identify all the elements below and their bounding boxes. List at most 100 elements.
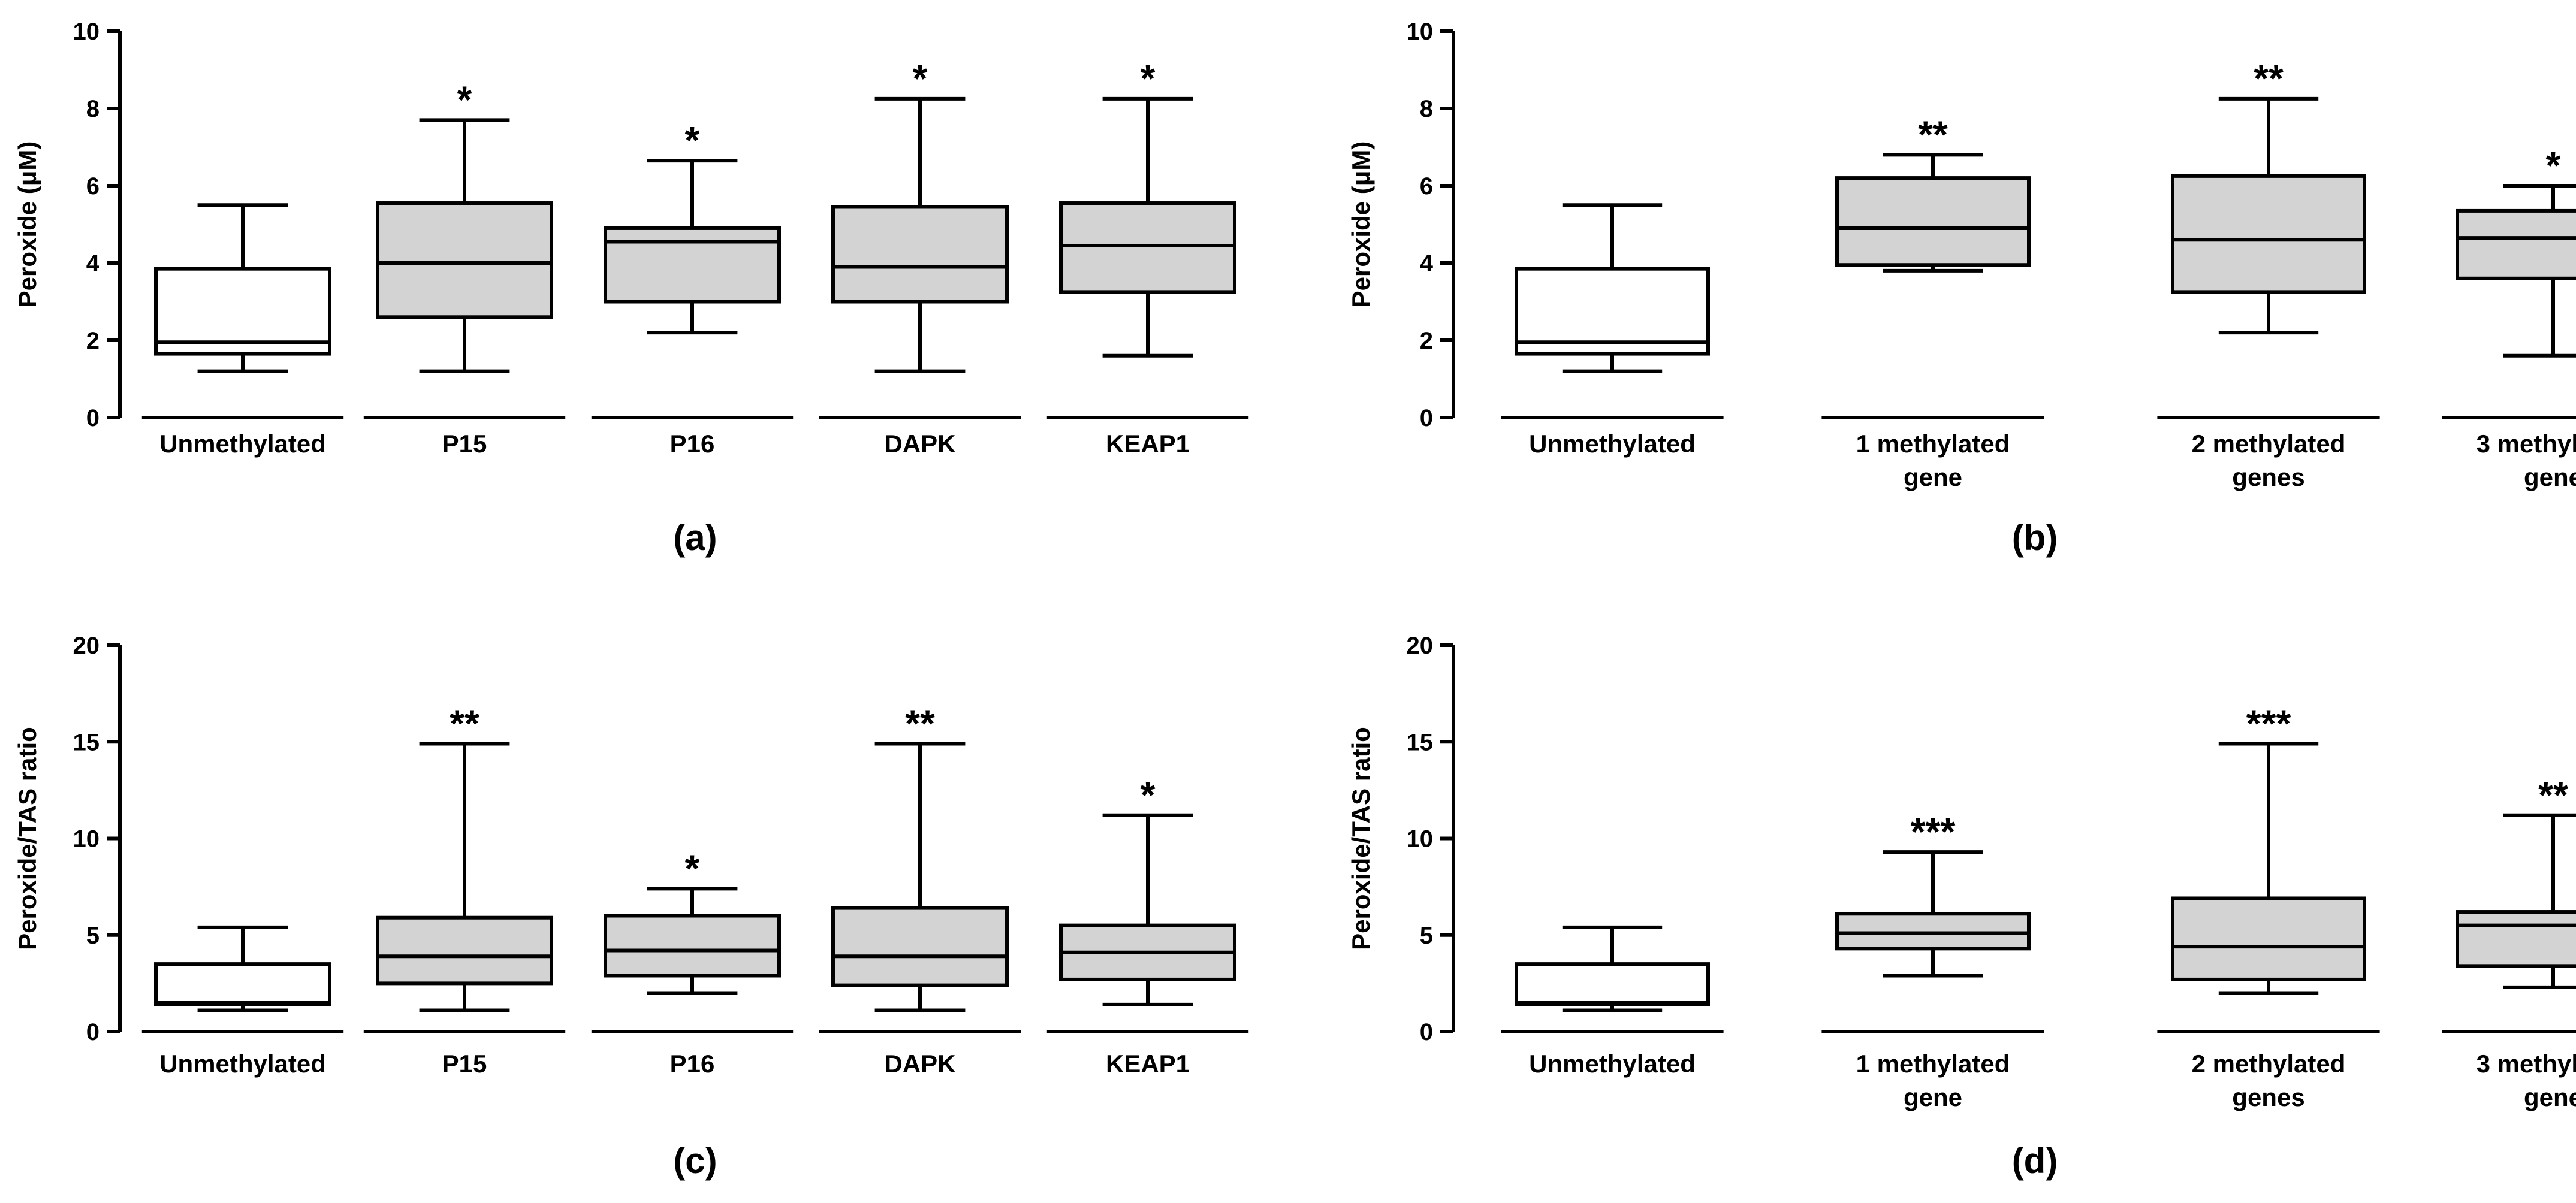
significance-marker: ** <box>905 702 935 745</box>
box-1: * P15 <box>363 78 566 458</box>
box-iqr <box>831 205 1009 304</box>
y-tick-label: 15 <box>1407 729 1434 755</box>
box-iqr <box>1059 201 1236 294</box>
category-label: gene <box>2524 1083 2576 1111</box>
category-label: KEAP1 <box>1106 1050 1190 1078</box>
chart-panel-a: 0 2 4 6 8 10 Peroxide (μM) Unmethylated * P15 * P16… <box>13 19 1249 558</box>
significance-marker: ** <box>1918 113 1948 156</box>
box-0: Unmethylated <box>1501 203 1724 458</box>
box-3: * 3 methylated gene <box>2442 144 2576 491</box>
y-tick-label: 0 <box>1420 405 1433 431</box>
box-1: *** 1 methylated gene <box>1821 810 2044 1111</box>
box-2: * P16 <box>591 119 794 458</box>
panel-label: (a) <box>673 518 717 558</box>
box-iqr <box>154 267 331 356</box>
category-label: Unmethylated <box>159 1050 326 1078</box>
box-iqr <box>2456 910 2576 968</box>
y-tick-label: 0 <box>86 1019 99 1045</box>
significance-marker: * <box>913 57 928 100</box>
significance-marker: * <box>2546 144 2561 187</box>
y-axis-label: Peroxide (μM) <box>13 141 41 308</box>
y-tick-label: 20 <box>73 633 100 659</box>
y-tick-label: 0 <box>86 405 99 431</box>
significance-marker: * <box>457 78 472 121</box>
y-tick-label: 4 <box>86 250 100 277</box>
box-iqr <box>604 226 781 304</box>
box-2: ** 2 methylated genes <box>2157 57 2380 491</box>
y-tick-label: 15 <box>73 729 100 755</box>
significance-marker: * <box>1141 773 1156 817</box>
box-1: ** 1 methylated gene <box>1821 113 2044 491</box>
significance-marker: ** <box>2538 773 2568 817</box>
significance-marker: ** <box>450 702 479 745</box>
panel-label: (d) <box>2012 1141 2058 1181</box>
category-label: Unmethylated <box>159 430 326 458</box>
box-2: *** 2 methylated genes <box>2157 702 2380 1111</box>
y-tick-label: 8 <box>86 96 99 122</box>
category-label: 2 methylated <box>2192 430 2346 458</box>
box-4: * KEAP1 <box>1046 57 1249 458</box>
box-iqr <box>1835 912 2031 951</box>
category-label: P16 <box>670 1050 715 1078</box>
y-tick-label: 6 <box>86 173 99 200</box>
significance-marker: ** <box>2254 57 2284 100</box>
significance-marker: * <box>685 847 700 890</box>
panel-label: (b) <box>2012 518 2058 558</box>
y-tick-label: 5 <box>86 923 99 949</box>
significance-marker: * <box>685 119 700 162</box>
chart-panel-d: 0 5 10 15 20 Peroxide/TAS ratio Unmethylated **… <box>1347 633 2576 1181</box>
box-iqr <box>831 906 1009 987</box>
y-tick-label: 10 <box>1407 19 1434 45</box>
y-tick-label: 0 <box>1420 1019 1433 1045</box>
category-label: genes <box>2232 1083 2304 1111</box>
category-label: 2 methylated <box>2192 1050 2346 1078</box>
box-iqr <box>2171 896 2366 981</box>
box-iqr <box>376 201 553 319</box>
box-3: ** DAPK <box>819 702 1021 1078</box>
category-label: P16 <box>670 430 715 458</box>
box-4: * KEAP1 <box>1046 773 1249 1078</box>
box-2: * P16 <box>591 847 794 1078</box>
y-tick-label: 20 <box>1407 633 1434 659</box>
y-axis-label: Peroxide/TAS ratio <box>1347 727 1375 950</box>
significance-marker: *** <box>1911 810 1956 853</box>
y-tick-label: 5 <box>1420 923 1433 949</box>
category-label: genes <box>2232 463 2304 491</box>
box-iqr <box>2456 208 2576 280</box>
y-tick-label: 2 <box>1420 328 1433 354</box>
y-tick-label: 2 <box>86 328 99 354</box>
box-1: ** P15 <box>363 702 566 1078</box>
category-label: P15 <box>442 430 487 458</box>
category-label: 3 methylated <box>2477 1050 2576 1078</box>
y-axis-label: Peroxide/TAS ratio <box>13 727 41 950</box>
category-label: DAPK <box>884 1050 955 1078</box>
box-3: * DAPK <box>819 57 1021 458</box>
category-label: gene <box>1904 463 1962 491</box>
chart-panel-b: 0 2 4 6 8 10 Peroxide (μM) Unmethylated ** 1 meth… <box>1347 19 2576 558</box>
box-0: Unmethylated <box>1501 925 1724 1078</box>
category-label: DAPK <box>884 430 955 458</box>
category-label: Unmethylated <box>1529 430 1696 458</box>
box-iqr <box>376 915 553 986</box>
y-tick-label: 10 <box>73 826 100 853</box>
category-label: KEAP1 <box>1106 430 1190 458</box>
y-tick-label: 4 <box>1420 250 1434 277</box>
box-iqr <box>2171 174 2366 294</box>
category-label: 1 methylated <box>1856 430 2010 458</box>
panel-label: (c) <box>673 1141 717 1181</box>
y-tick-label: 6 <box>1420 173 1433 200</box>
category-label: 1 methylated <box>1856 1050 2010 1078</box>
y-tick-label: 8 <box>1420 96 1433 122</box>
box-iqr <box>604 914 781 978</box>
box-3: ** 3 methylated gene <box>2442 773 2576 1111</box>
box-iqr <box>154 962 331 1006</box>
box-0: Unmethylated <box>141 203 344 458</box>
box-iqr <box>1835 176 2031 267</box>
box-0: Unmethylated <box>141 925 344 1078</box>
y-tick-label: 10 <box>73 19 100 45</box>
y-axis-label: Peroxide (μM) <box>1347 141 1375 308</box>
box-iqr <box>1515 267 1710 356</box>
category-label: gene <box>2524 463 2576 491</box>
